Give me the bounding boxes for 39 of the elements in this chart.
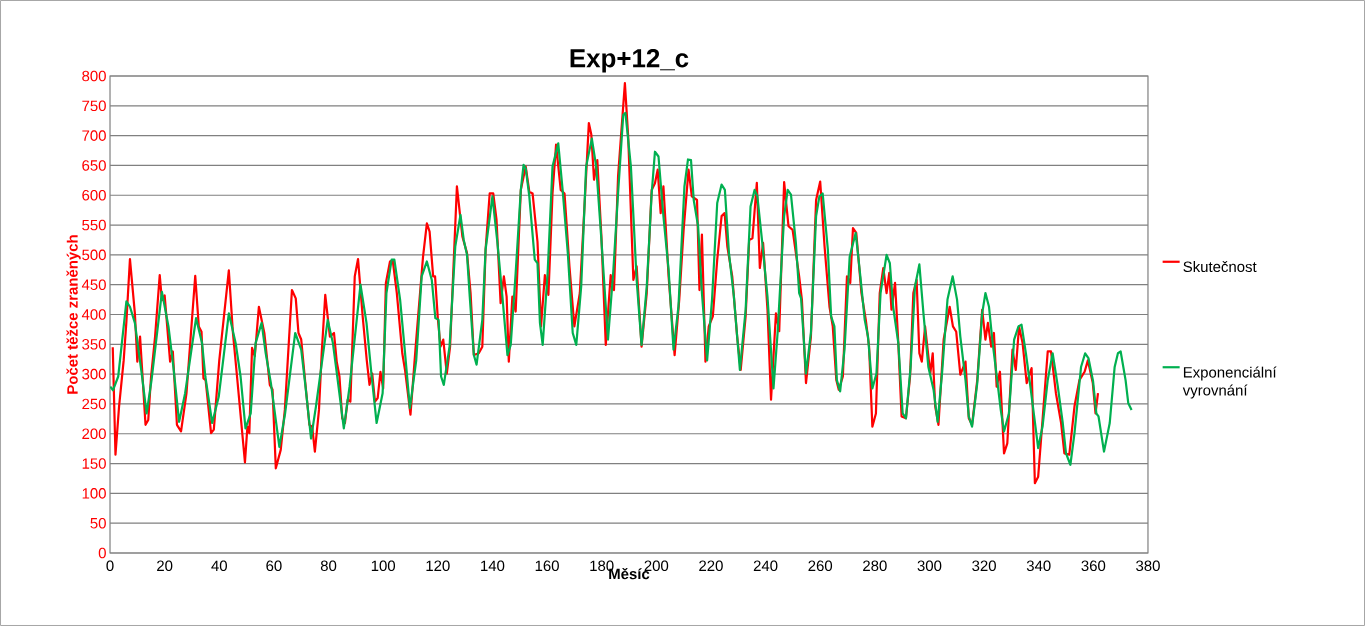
x-tick-label: 260 xyxy=(808,560,833,572)
x-tick-label: 300 xyxy=(917,560,942,572)
y-tick-label: 450 xyxy=(81,279,106,290)
x-tick-label: 160 xyxy=(535,560,559,572)
y-tick-label: 400 xyxy=(81,309,106,320)
chart-title: Exp+12_c xyxy=(570,49,689,73)
x-tick-label: 220 xyxy=(699,560,723,572)
y-tick-label: 700 xyxy=(82,130,106,141)
x-tick-label: 60 xyxy=(266,560,282,572)
legend-label: Exponenciální vyrovnání xyxy=(1182,366,1277,399)
x-tick-label: 240 xyxy=(753,560,778,572)
x-tick-label: 140 xyxy=(481,560,505,572)
y-tick-label: 650 xyxy=(82,160,106,171)
x-tick-label: 380 xyxy=(1136,560,1160,572)
y-tick-label: 0 xyxy=(98,547,106,559)
y-tick-label: 300 xyxy=(82,368,106,380)
y-tick-label: 750 xyxy=(82,100,106,112)
x-tick-label: 40 xyxy=(211,560,227,572)
y-tick-label: 500 xyxy=(82,249,106,261)
x-tick-label: 360 xyxy=(1081,560,1106,572)
x-tick-label: 280 xyxy=(863,560,887,572)
x-tick-label: 100 xyxy=(371,560,396,572)
x-tick-label: 20 xyxy=(157,560,173,572)
y-tick-label: 150 xyxy=(82,458,106,469)
y-tick-label: 800 xyxy=(82,70,106,82)
y-tick-label: 350 xyxy=(82,339,106,350)
y-tick-label: 50 xyxy=(90,517,106,529)
x-tick-label: 340 xyxy=(1026,560,1051,572)
y-tick-label: 550 xyxy=(82,219,106,231)
x-tick-label: 120 xyxy=(426,560,450,572)
x-tick-label: 0 xyxy=(106,560,114,572)
y-tick-label: 200 xyxy=(82,428,106,440)
y-tick-label: 250 xyxy=(82,398,106,410)
y-axis-title: Počet těžce zraněných xyxy=(66,235,81,394)
x-tick-label: 80 xyxy=(320,560,337,572)
y-tick-label: 100 xyxy=(82,488,106,499)
x-tick-label: 320 xyxy=(972,560,996,572)
legend-label: Skutečnost xyxy=(1183,261,1257,273)
y-tick-label: 600 xyxy=(82,189,106,201)
